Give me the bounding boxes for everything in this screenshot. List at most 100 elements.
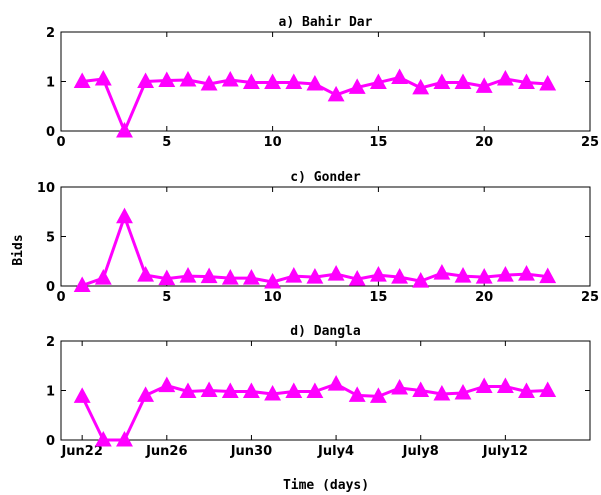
data-point	[518, 265, 535, 281]
data-point	[412, 272, 430, 288]
data-point	[518, 73, 535, 89]
data-point	[158, 71, 176, 87]
data-point	[518, 382, 535, 398]
data-point	[137, 266, 155, 282]
data-point	[73, 72, 91, 88]
y-tick-label: 1	[46, 385, 55, 400]
data-point	[369, 266, 387, 282]
data-point	[116, 207, 133, 224]
data-point	[433, 264, 451, 280]
data-point	[306, 74, 324, 91]
x-tick-label: Jun22	[60, 444, 102, 459]
panel-title: a) Bahir Dar	[279, 15, 373, 30]
y-tick-label: 0	[46, 280, 55, 295]
x-tick-label: 15	[369, 135, 387, 150]
x-tick-label: 10	[264, 135, 282, 150]
data-point	[496, 377, 514, 393]
data-point	[496, 266, 514, 282]
x-tick-label: Jun26	[145, 444, 187, 459]
data-point	[454, 383, 472, 400]
data-point	[137, 72, 155, 88]
data-point	[221, 70, 239, 87]
data-point	[433, 384, 451, 401]
data-point	[285, 382, 303, 398]
data-point	[433, 73, 451, 89]
data-point	[73, 387, 91, 403]
data-point	[221, 269, 239, 285]
data-point	[412, 381, 430, 397]
data-point	[200, 74, 218, 91]
data-point	[200, 381, 218, 397]
data-point	[94, 69, 112, 86]
data-point	[369, 73, 387, 89]
x-tick-label: 5	[162, 290, 171, 305]
data-point	[391, 378, 409, 395]
data-point	[539, 267, 557, 284]
data-point	[116, 430, 133, 447]
data-point	[539, 74, 557, 91]
x-tick-label: 25	[581, 135, 599, 150]
y-tick-label: 2	[46, 335, 55, 350]
data-point	[73, 276, 91, 292]
data-point	[179, 382, 197, 398]
x-tick-label: 15	[369, 290, 387, 305]
panel-title: c) Gonder	[290, 170, 361, 185]
x-tick-label: July8	[402, 444, 439, 459]
data-point	[116, 121, 133, 138]
data-point	[242, 382, 260, 398]
panel-3: d) Dangla Jun22 Jun26 Jun30 July4 July8 July12…	[46, 324, 591, 459]
data-point	[242, 269, 260, 285]
x-tick-label: Jun30	[230, 444, 272, 459]
plot-frame	[60, 186, 591, 287]
data-point	[454, 73, 472, 89]
data-point	[179, 267, 197, 283]
data-point	[94, 269, 112, 285]
data-point	[327, 85, 345, 102]
data-point	[137, 386, 155, 402]
data-point	[285, 73, 303, 89]
data-point	[242, 73, 260, 89]
data-point	[158, 269, 176, 286]
data-point	[179, 70, 197, 87]
x-tick-label: July12	[482, 444, 528, 459]
x-tick-label: 20	[475, 290, 493, 305]
data-point	[475, 377, 493, 393]
data-point	[391, 268, 409, 284]
data-point	[327, 375, 345, 391]
data-point	[200, 267, 218, 284]
data-point	[369, 387, 387, 403]
x-tick-label: 10	[264, 290, 282, 305]
x-tick-label: July4	[317, 444, 354, 459]
data-point	[348, 386, 366, 402]
data-point	[306, 268, 324, 284]
panel-title: d) Dangla	[290, 324, 361, 339]
y-tick-label: 0	[46, 125, 55, 140]
data-point	[94, 430, 112, 447]
data-point	[306, 382, 324, 398]
x-tick-label: 20	[475, 135, 493, 150]
data-point	[348, 78, 366, 94]
y-tick-label: 0	[46, 434, 55, 449]
x-tick-label: 25	[581, 290, 599, 305]
data-point	[391, 68, 409, 84]
x-tick-label: 5	[162, 135, 171, 150]
x-tick-label: 0	[56, 135, 65, 150]
y-tick-label: 10	[37, 181, 55, 196]
x-tick-label: 0	[56, 290, 65, 305]
y-tick-label: 5	[46, 231, 55, 246]
data-point	[264, 73, 282, 89]
data-point	[285, 267, 303, 283]
x-axis-label: Time (days)	[283, 478, 369, 493]
data-point	[412, 78, 430, 95]
data-point	[264, 272, 282, 289]
data-point	[264, 384, 282, 401]
y-axis-label: Bids	[11, 234, 26, 265]
panel-1: a) Bahir Dar 0 5 10 15 20 25 0 1 2	[46, 15, 599, 150]
data-point	[539, 381, 557, 397]
data-point	[475, 268, 493, 284]
data-point	[454, 267, 472, 283]
data-point	[496, 69, 514, 86]
data-point	[475, 77, 493, 93]
data-point	[158, 376, 176, 393]
